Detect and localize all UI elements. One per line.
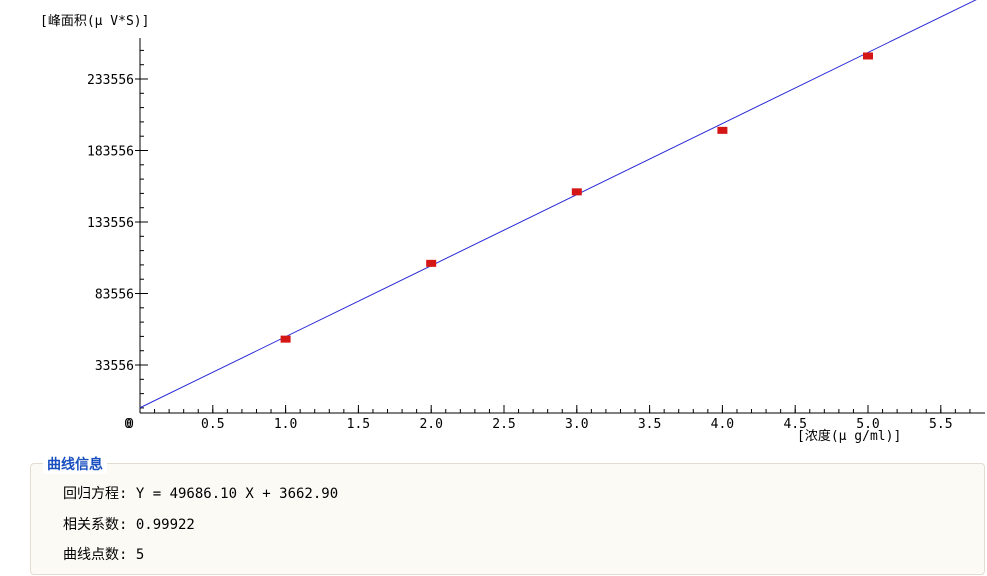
calibration-chart: [峰面积(μ V*S)] [浓度(μ g/ml)] 0 33556 83556 133…	[40, 0, 985, 444]
data-point	[571, 188, 582, 196]
y-tick-label: 133556	[87, 216, 134, 231]
curve-info-panel: 曲线信息 回归方程: Y = 49686.10 X + 3662.90 相关系数…	[30, 454, 985, 575]
curve-point-count: 曲线点数: 5	[63, 547, 145, 563]
x-ticks: 0 0.5 1.0 1.5 2.0 2.5 3.0 3.5 4.0 4.5 5.0 5.5	[124, 405, 953, 432]
y-tick-label: 83556	[95, 288, 134, 303]
correlation-coefficient: 相关系数: 0.99922	[63, 517, 195, 533]
x-axis-label: [浓度(μ g/ml)]	[797, 428, 901, 444]
curve-info-title: 曲线信息	[43, 454, 107, 474]
x-tick-label: 5.5	[929, 417, 952, 432]
data-point	[717, 126, 728, 134]
y-tick-label: 0	[126, 417, 134, 432]
regression-line	[139, 0, 977, 409]
y-tick-label: 183556	[87, 145, 134, 160]
y-ticks: 0 33556 83556 133556 183556 233556	[87, 73, 148, 432]
x-tick-label: 1.0	[274, 417, 297, 432]
x-tick-label: 2.5	[492, 417, 515, 432]
regression-equation: 回归方程: Y = 49686.10 X + 3662.90	[63, 486, 339, 502]
x-tick-label: 4.5	[783, 417, 806, 432]
x-tick-label: 5.0	[856, 417, 879, 432]
x-tick-label: 0.5	[201, 417, 224, 432]
minor-ticks	[140, 49, 971, 413]
x-tick-label: 3.0	[565, 417, 588, 432]
y-tick-label: 233556	[87, 73, 134, 88]
x-tick-label: 2.0	[419, 417, 442, 432]
data-point	[426, 259, 437, 267]
data-points	[280, 52, 873, 343]
data-point	[280, 335, 291, 343]
data-point	[863, 52, 873, 60]
y-axis-label: [峰面积(μ V*S)]	[40, 14, 149, 29]
y-tick-label: 33556	[95, 359, 134, 374]
x-tick-label: 3.5	[638, 417, 661, 432]
x-tick-label: 0	[124, 417, 132, 432]
x-tick-label: 4.0	[711, 417, 734, 432]
x-tick-label: 1.5	[347, 417, 370, 432]
